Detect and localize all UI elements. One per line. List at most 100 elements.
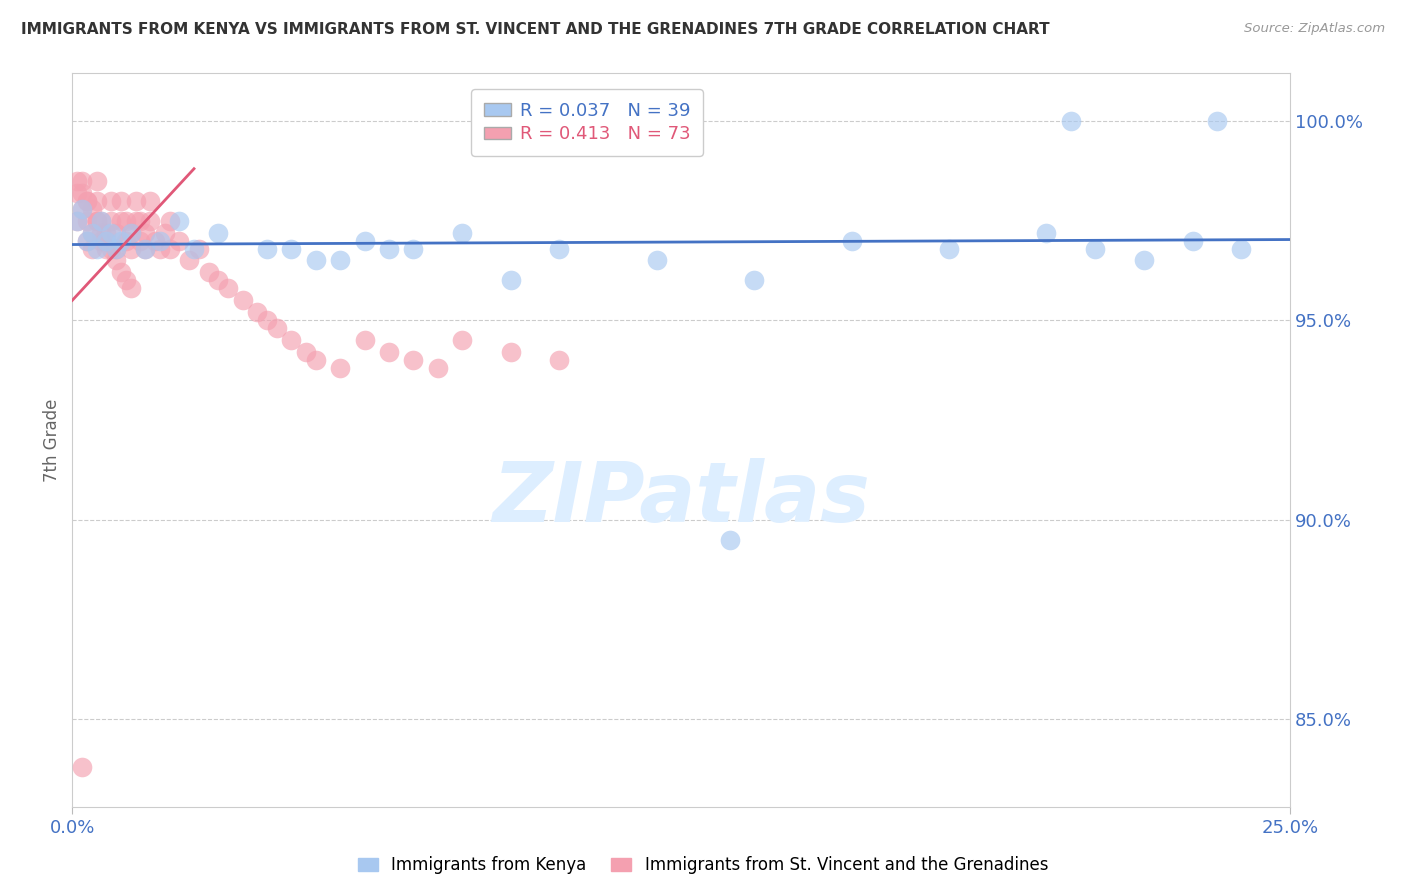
Point bbox=[139, 194, 162, 208]
Point bbox=[329, 361, 352, 376]
Point bbox=[70, 202, 93, 216]
Point bbox=[179, 253, 201, 268]
Point bbox=[105, 253, 128, 268]
Point bbox=[80, 226, 103, 240]
Point bbox=[114, 273, 136, 287]
Point bbox=[938, 242, 960, 256]
Point bbox=[402, 353, 425, 368]
Point bbox=[169, 213, 191, 227]
Point bbox=[96, 242, 118, 256]
Point bbox=[80, 226, 103, 240]
Point bbox=[742, 273, 765, 287]
Point bbox=[378, 345, 401, 359]
Point bbox=[129, 213, 152, 227]
Point bbox=[76, 213, 98, 227]
Point bbox=[100, 194, 122, 208]
Point bbox=[256, 313, 278, 327]
Point bbox=[96, 226, 118, 240]
Point bbox=[66, 213, 89, 227]
Point bbox=[1035, 226, 1057, 240]
Legend: Immigrants from Kenya, Immigrants from St. Vincent and the Grenadines: Immigrants from Kenya, Immigrants from S… bbox=[353, 851, 1053, 880]
Point bbox=[295, 345, 318, 359]
Point bbox=[187, 242, 209, 256]
Point bbox=[1181, 234, 1204, 248]
Point bbox=[86, 174, 108, 188]
Point bbox=[217, 281, 239, 295]
Point bbox=[90, 234, 112, 248]
Point bbox=[80, 202, 103, 216]
Text: IMMIGRANTS FROM KENYA VS IMMIGRANTS FROM ST. VINCENT AND THE GRENADINES 7TH GRAD: IMMIGRANTS FROM KENYA VS IMMIGRANTS FROM… bbox=[21, 22, 1050, 37]
Point bbox=[305, 253, 328, 268]
Point bbox=[76, 194, 98, 208]
Point bbox=[70, 202, 93, 216]
Point bbox=[451, 226, 474, 240]
Point bbox=[100, 213, 122, 227]
Point bbox=[1206, 113, 1229, 128]
Point bbox=[207, 273, 229, 287]
Point bbox=[120, 226, 142, 240]
Point bbox=[120, 281, 142, 295]
Point bbox=[110, 194, 132, 208]
Point bbox=[149, 242, 172, 256]
Point bbox=[1084, 242, 1107, 256]
Point bbox=[86, 194, 108, 208]
Point bbox=[96, 234, 118, 248]
Point bbox=[207, 226, 229, 240]
Legend: R = 0.037   N = 39, R = 0.413   N = 73: R = 0.037 N = 39, R = 0.413 N = 73 bbox=[471, 89, 703, 156]
Point bbox=[353, 333, 375, 347]
Point bbox=[246, 305, 269, 319]
Point bbox=[134, 226, 156, 240]
Point bbox=[114, 213, 136, 227]
Point bbox=[66, 186, 89, 200]
Y-axis label: 7th Grade: 7th Grade bbox=[44, 399, 60, 482]
Point bbox=[645, 253, 668, 268]
Point bbox=[183, 242, 205, 256]
Point bbox=[76, 194, 98, 208]
Point bbox=[120, 226, 142, 240]
Point bbox=[90, 213, 112, 227]
Point bbox=[153, 226, 176, 240]
Point bbox=[280, 333, 302, 347]
Point bbox=[86, 213, 108, 227]
Point bbox=[149, 234, 172, 248]
Point bbox=[70, 186, 93, 200]
Point bbox=[134, 242, 156, 256]
Point bbox=[718, 533, 741, 547]
Point bbox=[76, 234, 98, 248]
Point bbox=[110, 265, 132, 279]
Point bbox=[1060, 113, 1083, 128]
Point bbox=[159, 213, 181, 227]
Text: ZIPatlas: ZIPatlas bbox=[492, 458, 870, 540]
Point bbox=[426, 361, 449, 376]
Point bbox=[402, 242, 425, 256]
Point bbox=[66, 213, 89, 227]
Point bbox=[499, 273, 522, 287]
Point bbox=[134, 242, 156, 256]
Point bbox=[105, 242, 128, 256]
Point bbox=[329, 253, 352, 268]
Point bbox=[169, 234, 191, 248]
Point bbox=[305, 353, 328, 368]
Point bbox=[232, 293, 254, 308]
Point bbox=[548, 242, 571, 256]
Point bbox=[105, 226, 128, 240]
Point bbox=[86, 242, 108, 256]
Point bbox=[100, 242, 122, 256]
Point bbox=[256, 242, 278, 256]
Point bbox=[197, 265, 219, 279]
Point bbox=[841, 234, 863, 248]
Point bbox=[70, 760, 93, 774]
Point bbox=[76, 234, 98, 248]
Point bbox=[70, 174, 93, 188]
Point bbox=[353, 234, 375, 248]
Point bbox=[100, 226, 122, 240]
Point bbox=[96, 234, 118, 248]
Point bbox=[143, 234, 166, 248]
Point bbox=[114, 234, 136, 248]
Point bbox=[105, 242, 128, 256]
Point bbox=[139, 213, 162, 227]
Point bbox=[129, 234, 152, 248]
Point bbox=[548, 353, 571, 368]
Point bbox=[1133, 253, 1156, 268]
Point bbox=[80, 242, 103, 256]
